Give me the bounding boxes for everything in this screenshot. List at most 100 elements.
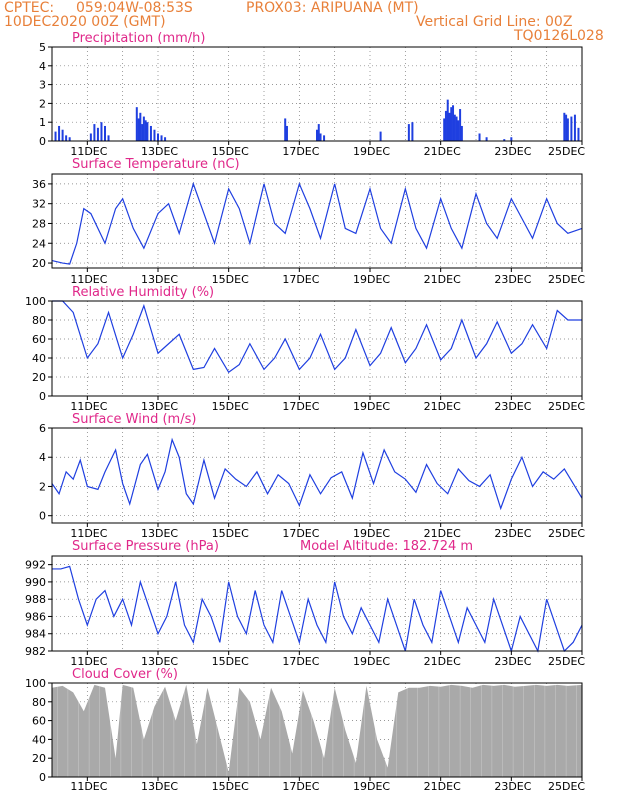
precip-bar bbox=[144, 120, 147, 141]
cloud-xtick-label: 19DEC bbox=[353, 780, 390, 793]
precip-bar bbox=[573, 114, 576, 141]
precip-xtick-label: 25DEC bbox=[548, 145, 585, 158]
precip-xtick-label: 21DEC bbox=[424, 145, 461, 158]
precip-bar bbox=[448, 112, 451, 141]
cloud-ytick-label: 40 bbox=[32, 733, 46, 746]
rh-xtick-label: 13DEC bbox=[141, 400, 178, 413]
wind-title: Surface Wind (m/s) bbox=[72, 412, 196, 427]
precip-bar bbox=[100, 122, 103, 141]
temp-frame bbox=[51, 173, 583, 269]
precip-bar bbox=[157, 133, 159, 141]
precip-xtick-label: 15DEC bbox=[212, 145, 249, 158]
precip-bar bbox=[570, 116, 573, 141]
wind-xtick-label: 17DEC bbox=[282, 527, 319, 540]
temp-xtick-label: 21DEC bbox=[424, 273, 461, 286]
precip-bar bbox=[460, 125, 463, 141]
precip-bar bbox=[68, 137, 71, 141]
cloud-xtick-label: 11DEC bbox=[70, 780, 107, 793]
precip-xtick-label: 11DEC bbox=[70, 145, 107, 158]
precip-bar bbox=[153, 129, 156, 141]
cloud-xtick-label: 25DEC bbox=[548, 780, 585, 793]
pres-ytick-label: 990 bbox=[25, 576, 46, 589]
temp-xtick-label: 25DEC bbox=[548, 273, 585, 286]
cloud-ytick-label: 60 bbox=[32, 715, 46, 728]
precip-bar bbox=[379, 131, 382, 141]
cloud-xtick-label: 15DEC bbox=[212, 780, 249, 793]
precip-bar bbox=[323, 135, 326, 141]
cloud-frame bbox=[51, 682, 583, 778]
pres-series-line bbox=[52, 565, 583, 654]
precip-bar bbox=[139, 112, 142, 141]
pres-xtick-label: 23DEC bbox=[494, 655, 531, 668]
pres-title: Surface Pressure (hPa) bbox=[72, 539, 219, 554]
precip-ytick-label: 1 bbox=[39, 116, 46, 129]
wind-xtick-label: 15DEC bbox=[212, 527, 249, 540]
precip-bar bbox=[107, 135, 110, 141]
precip-xtick-label: 23DEC bbox=[494, 145, 531, 158]
precip-bar bbox=[407, 124, 410, 141]
wind-ytick-label: 2 bbox=[39, 480, 46, 493]
precip-xtick-label: 13DEC bbox=[141, 145, 178, 158]
header-grid-note: Vertical Grid Line: 00Z bbox=[416, 14, 573, 30]
precip-bar bbox=[284, 118, 287, 141]
precip-bar bbox=[453, 114, 456, 141]
pres-ytick-label: 986 bbox=[25, 610, 46, 623]
pres-frame bbox=[51, 555, 583, 652]
rh-ytick-label: 100 bbox=[25, 295, 46, 308]
rh-series-line bbox=[52, 300, 582, 374]
rh-xtick-label: 11DEC bbox=[70, 400, 107, 413]
precip-bar bbox=[285, 125, 288, 141]
pres-ytick-label: 982 bbox=[25, 645, 46, 658]
cloud-ytick-label: 80 bbox=[32, 696, 46, 709]
precip-bar bbox=[65, 135, 68, 141]
pres-xtick-label: 25DEC bbox=[548, 655, 585, 668]
pres-xtick-label: 17DEC bbox=[282, 655, 319, 668]
temp-ytick-label: 36 bbox=[32, 178, 46, 191]
pres-xtick-label: 13DEC bbox=[141, 655, 178, 668]
cloud-ytick-label: 20 bbox=[32, 752, 46, 765]
temp-ytick-label: 20 bbox=[32, 257, 46, 270]
temp-xtick-label: 17DEC bbox=[282, 273, 319, 286]
rh-frame bbox=[51, 300, 583, 397]
precip-bar bbox=[565, 114, 568, 141]
precip-bar bbox=[444, 110, 447, 141]
header-station: PROX03: ARIPUANA (MT) bbox=[246, 0, 419, 16]
precip-bar bbox=[149, 125, 152, 141]
precip-bar bbox=[317, 124, 320, 141]
temp-xtick-label: 23DEC bbox=[494, 273, 531, 286]
precip-bar bbox=[146, 122, 149, 141]
precip-bar bbox=[411, 122, 414, 141]
pres-xtick-label: 15DEC bbox=[212, 655, 249, 668]
header-run-id: TQ0126L028 bbox=[514, 28, 604, 44]
wind-xtick-label: 19DEC bbox=[353, 527, 390, 540]
precip-bar bbox=[141, 124, 144, 141]
pres-ytick-label: 984 bbox=[25, 628, 46, 641]
cloud-ytick-label: 100 bbox=[25, 677, 46, 690]
header-datetime: 10DEC2020 00Z (GMT) bbox=[4, 14, 166, 30]
cloud-xtick-label: 21DEC bbox=[424, 780, 461, 793]
temp-ytick-label: 32 bbox=[32, 198, 46, 211]
rh-xtick-label: 17DEC bbox=[282, 400, 319, 413]
precip-bar bbox=[96, 127, 99, 141]
wind-ytick-label: 4 bbox=[39, 451, 46, 464]
pres-xtick-label: 11DEC bbox=[70, 655, 107, 668]
wind-series-line bbox=[51, 437, 583, 511]
precip-bar bbox=[446, 99, 449, 141]
rh-ytick-label: 20 bbox=[32, 371, 46, 384]
pres-xtick-label: 19DEC bbox=[353, 655, 390, 668]
precip-bar bbox=[160, 135, 163, 141]
precip-bar bbox=[563, 112, 566, 141]
precip-bar bbox=[58, 125, 61, 141]
precip-ytick-label: 5 bbox=[39, 41, 46, 54]
precip-bar bbox=[89, 133, 92, 141]
precip-bar bbox=[452, 105, 455, 141]
precip-bar bbox=[503, 139, 506, 141]
precip-title: Precipitation (mm/h) bbox=[72, 31, 205, 46]
pres-annotation: Model Altitude: 182.724 m bbox=[300, 539, 473, 554]
rh-ytick-label: 0 bbox=[39, 390, 46, 403]
precip-bar bbox=[142, 116, 145, 141]
precip-bar bbox=[510, 137, 513, 141]
temp-title: Surface Temperature (nC) bbox=[72, 157, 240, 172]
precip-ytick-label: 2 bbox=[39, 97, 46, 110]
